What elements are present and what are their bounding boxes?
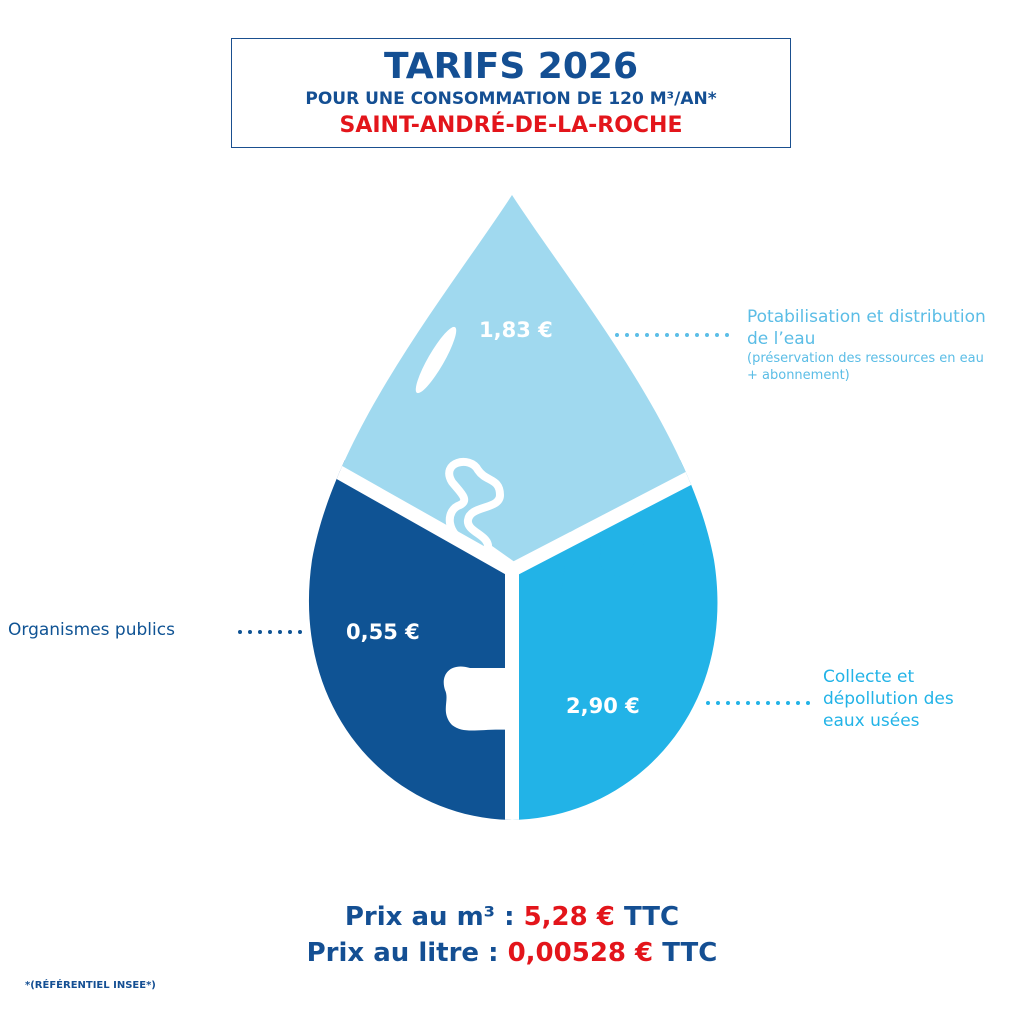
value-potabilisation: 1,83 € bbox=[479, 318, 553, 342]
price-litre-value: 0,00528 € bbox=[507, 938, 654, 968]
puzzle-knob-right bbox=[560, 505, 700, 600]
price-m3: Prix au m³ : 5,28 € TTC bbox=[0, 902, 1024, 932]
price-m3-suffix: TTC bbox=[623, 902, 680, 932]
price-m3-label: Prix au m³ : bbox=[344, 902, 515, 932]
price-litre-label: Prix au litre : bbox=[306, 938, 499, 968]
header-box: TARIFS 2026 POUR UNE CONSOMMATION DE 120… bbox=[231, 38, 791, 148]
price-litre-suffix: TTC bbox=[662, 938, 718, 968]
title: TARIFS 2026 bbox=[384, 46, 638, 87]
label-potabilisation-text: Potabilisation et distribution de l’eau bbox=[747, 307, 986, 349]
leader-dots bbox=[238, 333, 817, 705]
value-organismes-publics: 0,55 € bbox=[346, 620, 420, 644]
label-potabilisation-detail: (préservation des ressources en eau + ab… bbox=[747, 351, 984, 383]
price-m3-value: 5,28 € bbox=[523, 902, 615, 932]
label-collecte: Collecte et dépollution des eaux usées bbox=[823, 667, 954, 731]
price-litre: Prix au litre : 0,00528 € TTC bbox=[0, 938, 1024, 968]
drop-highlight-icon bbox=[415, 326, 457, 394]
label-potabilisation: Potabilisation et distribution de l’eau … bbox=[747, 306, 987, 384]
footnote: *(RÉFÉRENTIEL INSEE*) bbox=[25, 980, 156, 991]
puzzle-knob-left bbox=[443, 666, 512, 731]
location: SAINT-ANDRÉ-DE-LA-ROCHE bbox=[339, 113, 683, 138]
subtitle: POUR UNE CONSOMMATION DE 120 M³/AN* bbox=[305, 89, 717, 109]
label-organismes-publics: Organismes publics bbox=[8, 620, 175, 640]
value-collecte: 2,90 € bbox=[566, 694, 640, 718]
